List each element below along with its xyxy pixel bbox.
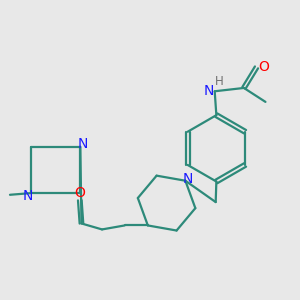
Text: N: N (203, 84, 214, 98)
Text: N: N (23, 190, 33, 203)
Text: O: O (74, 186, 85, 200)
Text: N: N (78, 137, 88, 151)
Text: N: N (183, 172, 193, 186)
Text: O: O (258, 60, 269, 74)
Text: H: H (215, 75, 224, 88)
